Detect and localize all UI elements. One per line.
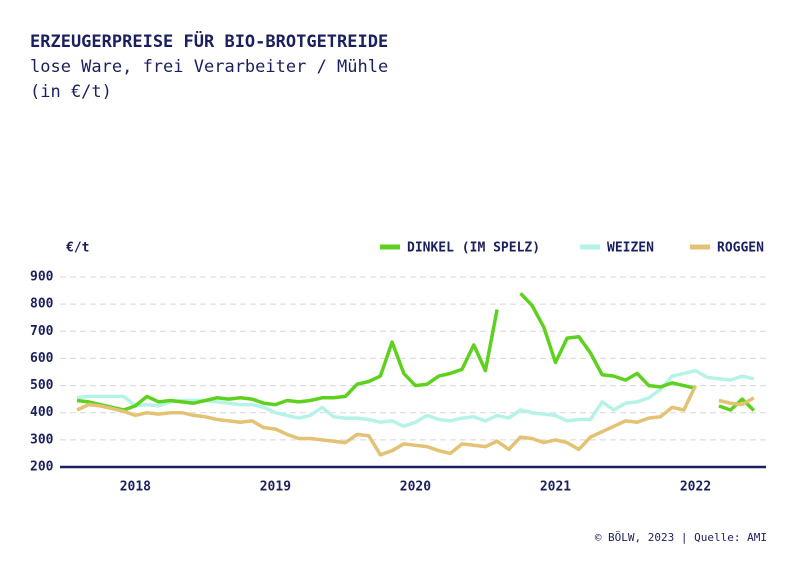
y-tick-label: 900 — [30, 270, 54, 285]
chart-title: ERZEUGERPREISE FÜR BIO-BROTGETREIDE — [30, 30, 388, 52]
x-tick-label: 2019 — [260, 480, 291, 495]
y-tick-label: 600 — [30, 351, 54, 366]
y-tick-label: 200 — [30, 460, 54, 475]
series-line — [76, 292, 756, 412]
y-tick-label: 700 — [30, 324, 54, 339]
series-line — [76, 384, 755, 457]
y-axis-label: €/t — [66, 241, 89, 256]
x-tick-label: 2018 — [120, 480, 151, 495]
legend-label: DINKEL (IM SPELZ) — [407, 241, 540, 256]
x-tick-label: 2022 — [680, 480, 711, 495]
source: © BÖLW, 2023 | Quelle: AMI — [595, 531, 767, 544]
legend-label: WEIZEN — [607, 241, 654, 256]
legend-label: ROGGEN — [717, 241, 764, 256]
series-line — [76, 368, 755, 429]
y-tick-label: 800 — [30, 297, 54, 312]
y-tick-label: 300 — [30, 432, 54, 447]
y-tick-label: 500 — [30, 378, 54, 393]
x-tick-label: 2020 — [400, 480, 431, 495]
chart-subtitle: (in €/t) — [30, 82, 112, 102]
y-tick-label: 400 — [30, 405, 54, 420]
x-tick-label: 2021 — [540, 480, 571, 495]
chart-subtitle: lose Ware, frei Verarbeiter / Mühle — [30, 57, 388, 77]
